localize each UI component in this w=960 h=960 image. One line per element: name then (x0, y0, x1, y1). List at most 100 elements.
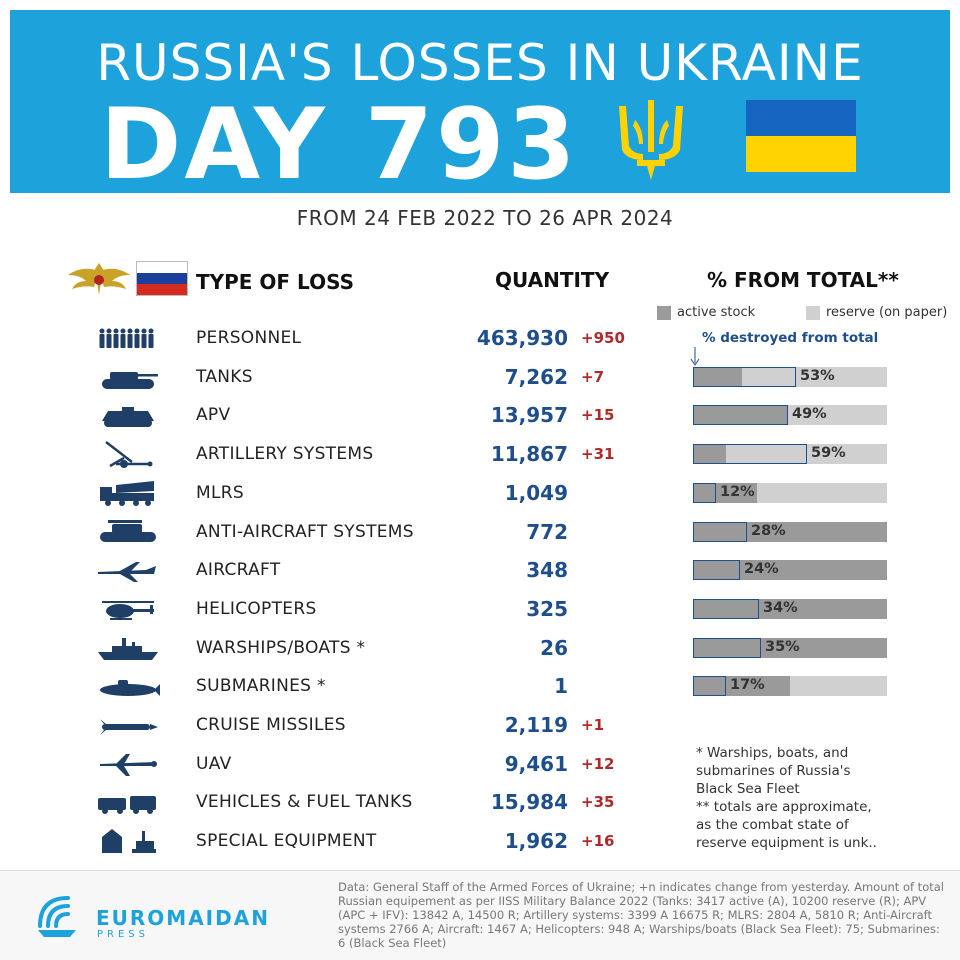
footnote-line: ** totals are approximate, (696, 799, 872, 815)
cruise-missile-icon (100, 719, 158, 735)
footer (0, 871, 960, 960)
loss-type-label: ARTILLERY SYSTEMS (196, 444, 374, 465)
bar-destroyed (693, 676, 726, 697)
loss-quantity: 348 (526, 558, 568, 583)
footnote-line: Black Sea Fleet (696, 781, 800, 797)
ukraine-flag (746, 100, 856, 172)
table-row: PERSONNEL 463,930 +950 (0, 320, 960, 358)
column-header-percent: % FROM TOTAL** (707, 268, 899, 292)
bar-destroyed (693, 405, 788, 426)
loss-quantity: 772 (526, 519, 568, 544)
warship-icon (98, 637, 158, 660)
loss-quantity: 9,461 (504, 751, 568, 776)
footnote: * Warships, boats, and submarines of Rus… (696, 744, 936, 852)
tank-icon (102, 371, 158, 389)
loss-quantity: 13,957 (490, 403, 568, 428)
percent-label: 34% (763, 599, 798, 616)
russia-flag (136, 261, 188, 296)
percent-label: 59% (811, 445, 846, 462)
legend-reserve-swatch (806, 306, 820, 320)
bar-reserve (693, 444, 887, 465)
table-row: CRUISE MISSILES 2,119 +1 (0, 707, 960, 745)
bar-destroyed (693, 637, 761, 658)
percent-bar: 59% (693, 444, 887, 465)
percent-bar: 24% (693, 560, 887, 581)
loss-quantity: 11,867 (490, 442, 568, 467)
loss-quantity: 26 (540, 635, 568, 660)
loss-quantity: 2,119 (504, 713, 568, 737)
vehicles-icon (98, 796, 156, 815)
footnote-line: submarines of Russia's (696, 763, 851, 779)
daily-change: +12 (581, 754, 615, 773)
loss-quantity: 1 (554, 674, 568, 699)
mlrs-icon (100, 480, 154, 506)
arrow-down-icon (690, 347, 700, 366)
anti-aircraft-icon (100, 519, 156, 542)
percent-label: 35% (765, 638, 800, 655)
percent-label: 28% (751, 522, 786, 539)
percent-label: 49% (792, 406, 827, 423)
loss-type-label: CRUISE MISSILES (196, 715, 346, 735)
percent-bar: 53% (693, 366, 887, 387)
table-row: AIRCRAFT 348 24% (0, 552, 960, 590)
percent-bar: 28% (693, 521, 887, 542)
table-row: SUBMARINES * 1 17% (0, 668, 960, 706)
uav-icon (100, 753, 157, 776)
artillery-icon (105, 441, 153, 469)
table-row: TANKS 7,262 +7 53% (0, 359, 960, 397)
percent-bar: 34% (693, 598, 887, 619)
bar-active (693, 366, 742, 387)
loss-type-label: AIRCRAFT (196, 560, 281, 581)
loss-type-label: TANKS (196, 366, 253, 387)
table-row: SPECIAL EQUIPMENT 1,962 +16 (0, 823, 960, 861)
euromaidan-logo-icon (38, 896, 76, 937)
special-equipment-icon (102, 829, 156, 854)
bar-active (693, 637, 887, 658)
loss-quantity: 7,262 (504, 364, 568, 389)
percent-bar: 17% (693, 676, 887, 697)
bar-destroyed (693, 521, 747, 542)
footer-divider (0, 870, 960, 871)
daily-change: +31 (581, 445, 615, 464)
percent-bar: 35% (693, 637, 887, 658)
loss-type-label: SUBMARINES * (196, 676, 326, 697)
table-row: ARTILLERY SYSTEMS 11,867 +31 59% (0, 436, 960, 474)
day-title: DAY 793 (100, 88, 579, 202)
submarine-icon (100, 680, 160, 697)
bar-active (693, 676, 790, 697)
table-row: ANTI-AIRCRAFT SYSTEMS 772 28% (0, 514, 960, 552)
legend-reserve-label: reserve (on paper) (826, 305, 948, 320)
brand-subtitle: PRESS (97, 929, 149, 940)
daily-change: +1 (581, 716, 605, 734)
daily-change: +950 (581, 329, 625, 347)
daily-change: +15 (581, 406, 615, 425)
table-row: WARSHIPS/BOATS * 26 35% (0, 630, 960, 668)
footnote-line: reserve equipment is unk.. (696, 835, 877, 851)
bar-active (693, 405, 788, 426)
daily-change: +35 (581, 793, 615, 812)
loss-type-label: HELICOPTERS (196, 598, 317, 619)
table-row: APV 13,957 +15 49% (0, 397, 960, 435)
column-header-quantity: QUANTITY (495, 268, 610, 292)
footnote-line: as the combat state of (696, 817, 849, 833)
legend-active-label: active stock (677, 305, 756, 320)
soldiers-icon (99, 328, 154, 348)
loss-type-label: SPECIAL EQUIPMENT (196, 831, 377, 852)
loss-quantity: 463,930 (476, 326, 568, 350)
date-range: FROM 24 FEB 2022 TO 26 APR 2024 (296, 206, 674, 230)
percent-label: 24% (744, 561, 779, 578)
loss-type-label: MLRS (196, 482, 244, 503)
bar-active (693, 482, 757, 503)
loss-type-label: APV (196, 405, 231, 426)
loss-quantity: 1,962 (504, 829, 568, 854)
loss-type-label: ANTI-AIRCRAFT SYSTEMS (196, 521, 414, 542)
data-source-note: Data: General Staff of the Armed Forces … (338, 880, 944, 950)
percent-label: 53% (800, 367, 835, 384)
percent-label: 17% (730, 677, 765, 694)
loss-type-label: PERSONNEL (196, 328, 302, 348)
bar-active (693, 598, 887, 619)
percent-bar: 49% (693, 405, 887, 426)
apv-icon (102, 407, 154, 428)
daily-change: +16 (581, 832, 615, 851)
loss-type-label: UAV (196, 753, 232, 774)
